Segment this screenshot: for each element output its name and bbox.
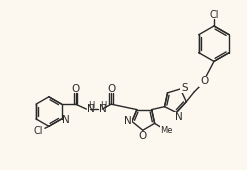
Text: Me: Me (160, 126, 173, 135)
Text: Cl: Cl (33, 126, 43, 136)
Text: O: O (139, 131, 147, 141)
Text: H: H (88, 101, 95, 110)
Text: N: N (174, 113, 182, 122)
Text: Cl: Cl (209, 10, 219, 20)
Text: O: O (71, 84, 80, 94)
Text: N: N (124, 116, 132, 126)
Text: O: O (200, 76, 208, 86)
Text: N: N (62, 115, 69, 125)
Text: O: O (107, 84, 115, 94)
Text: N: N (99, 104, 107, 114)
Text: H: H (100, 101, 106, 110)
Text: N: N (87, 104, 95, 114)
Text: S: S (181, 83, 188, 93)
